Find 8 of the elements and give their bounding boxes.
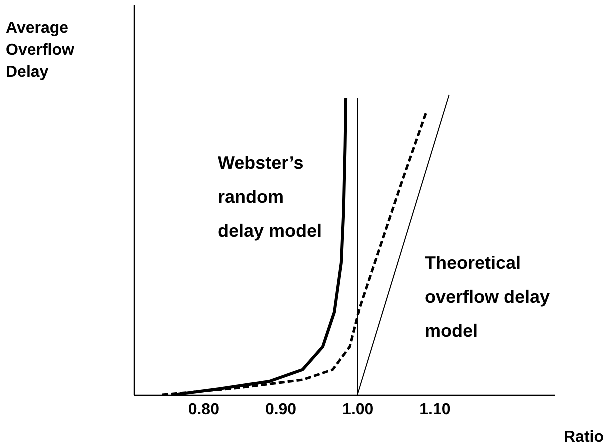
x-axis-title: Ratio — [564, 429, 604, 446]
x-tick-label: 0.90 — [265, 402, 297, 418]
x-tick-label: 1.00 — [342, 402, 374, 418]
series-label: Theoretical overflow delay model — [425, 253, 550, 341]
x-tick-label: 1.10 — [420, 402, 451, 418]
y-axis-title: Average Overflow Delay — [6, 20, 76, 81]
series-label: Webster’s random delay model — [218, 153, 322, 241]
x-tick-label: 0.80 — [188, 402, 220, 418]
